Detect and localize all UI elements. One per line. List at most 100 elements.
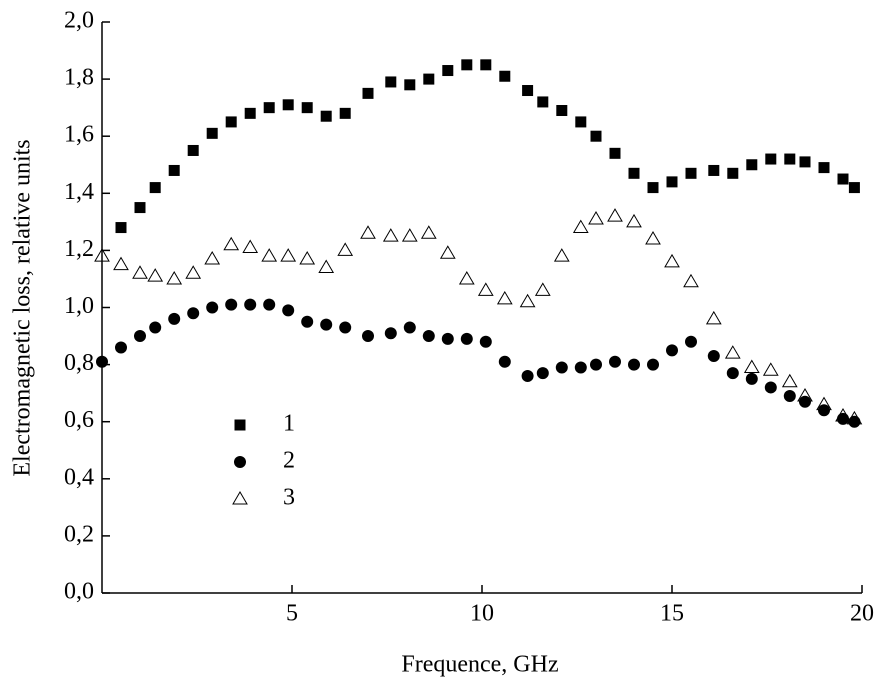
marker: [362, 330, 374, 343]
marker: [403, 321, 416, 334]
marker: [404, 79, 416, 91]
marker: [134, 202, 146, 214]
marker: [134, 330, 146, 343]
marker: [204, 250, 221, 265]
y-tick-label: 1,8: [64, 65, 94, 91]
marker: [837, 173, 849, 185]
marker: [799, 395, 811, 408]
y-tick-label: 1,0: [64, 293, 94, 319]
marker: [385, 76, 397, 88]
marker: [645, 230, 661, 245]
x-tick-label: 10: [470, 601, 494, 627]
y-axis-label: Electromagnetic loss, relative units: [10, 139, 36, 476]
marker: [261, 248, 278, 262]
legend-label: 3: [283, 485, 295, 511]
marker: [282, 304, 295, 317]
marker: [553, 248, 570, 262]
marker: [590, 358, 602, 371]
marker: [521, 370, 534, 383]
marker: [318, 259, 335, 274]
marker: [848, 415, 861, 428]
marker: [628, 167, 640, 179]
marker: [166, 270, 183, 285]
marker: [422, 330, 435, 343]
marker: [442, 65, 454, 77]
marker: [234, 456, 246, 468]
marker: [799, 156, 811, 168]
marker: [818, 162, 830, 174]
y-tick-label: 0,6: [64, 407, 94, 433]
marker: [609, 355, 621, 368]
marker: [574, 361, 587, 374]
marker: [683, 273, 699, 288]
y-tick-label: 0,8: [64, 350, 94, 376]
marker: [206, 127, 218, 139]
marker: [479, 335, 492, 348]
legend-label: 1: [283, 411, 295, 437]
marker: [206, 301, 219, 314]
marker: [299, 250, 316, 265]
marker: [339, 107, 351, 119]
marker: [499, 70, 511, 82]
marker: [113, 256, 129, 271]
marker: [320, 318, 333, 331]
x-axis-label: Frequence, GHz: [401, 652, 558, 678]
marker: [628, 358, 640, 371]
marker: [458, 270, 475, 285]
marker: [797, 388, 813, 402]
marker: [745, 372, 758, 385]
marker: [185, 265, 202, 279]
y-tick-label: 1,6: [64, 122, 94, 148]
marker: [132, 265, 148, 279]
marker: [685, 167, 697, 179]
marker: [242, 239, 259, 254]
x-tick-label: 15: [660, 601, 684, 627]
marker: [746, 159, 758, 171]
marker: [149, 321, 162, 334]
marker: [232, 491, 248, 505]
marker: [263, 298, 276, 311]
marker: [423, 73, 435, 85]
marker: [461, 59, 473, 71]
marker: [519, 293, 536, 308]
marker: [664, 253, 680, 268]
marker: [743, 359, 760, 373]
marker: [590, 130, 602, 142]
marker: [765, 153, 777, 165]
marker: [187, 307, 200, 320]
marker: [362, 87, 374, 99]
marker: [626, 213, 642, 228]
marker: [522, 85, 534, 97]
marker: [480, 59, 492, 71]
y-tick-label: 2,0: [64, 8, 94, 34]
marker: [762, 362, 779, 376]
marker: [556, 105, 568, 117]
marker: [320, 110, 332, 122]
marker: [244, 107, 256, 119]
marker: [225, 116, 237, 128]
marker: [282, 99, 294, 111]
y-tick-label: 1,2: [64, 236, 94, 262]
marker: [647, 182, 659, 194]
marker: [783, 390, 796, 403]
x-tick-label: 5: [286, 601, 298, 627]
marker: [168, 164, 180, 176]
marker: [498, 355, 511, 368]
marker: [848, 182, 860, 194]
marker: [666, 176, 678, 188]
y-tick-label: 0,2: [64, 521, 94, 547]
marker: [588, 211, 604, 225]
marker: [441, 332, 454, 345]
y-tick-label: 1,4: [64, 179, 94, 205]
marker: [382, 228, 399, 242]
marker: [537, 96, 549, 108]
marker: [301, 315, 314, 328]
marker: [572, 219, 589, 234]
marker: [460, 332, 473, 345]
marker: [727, 167, 739, 179]
marker: [477, 282, 494, 296]
marker: [707, 350, 720, 363]
marker: [187, 144, 199, 156]
marker: [384, 327, 397, 340]
marker: [784, 153, 796, 165]
